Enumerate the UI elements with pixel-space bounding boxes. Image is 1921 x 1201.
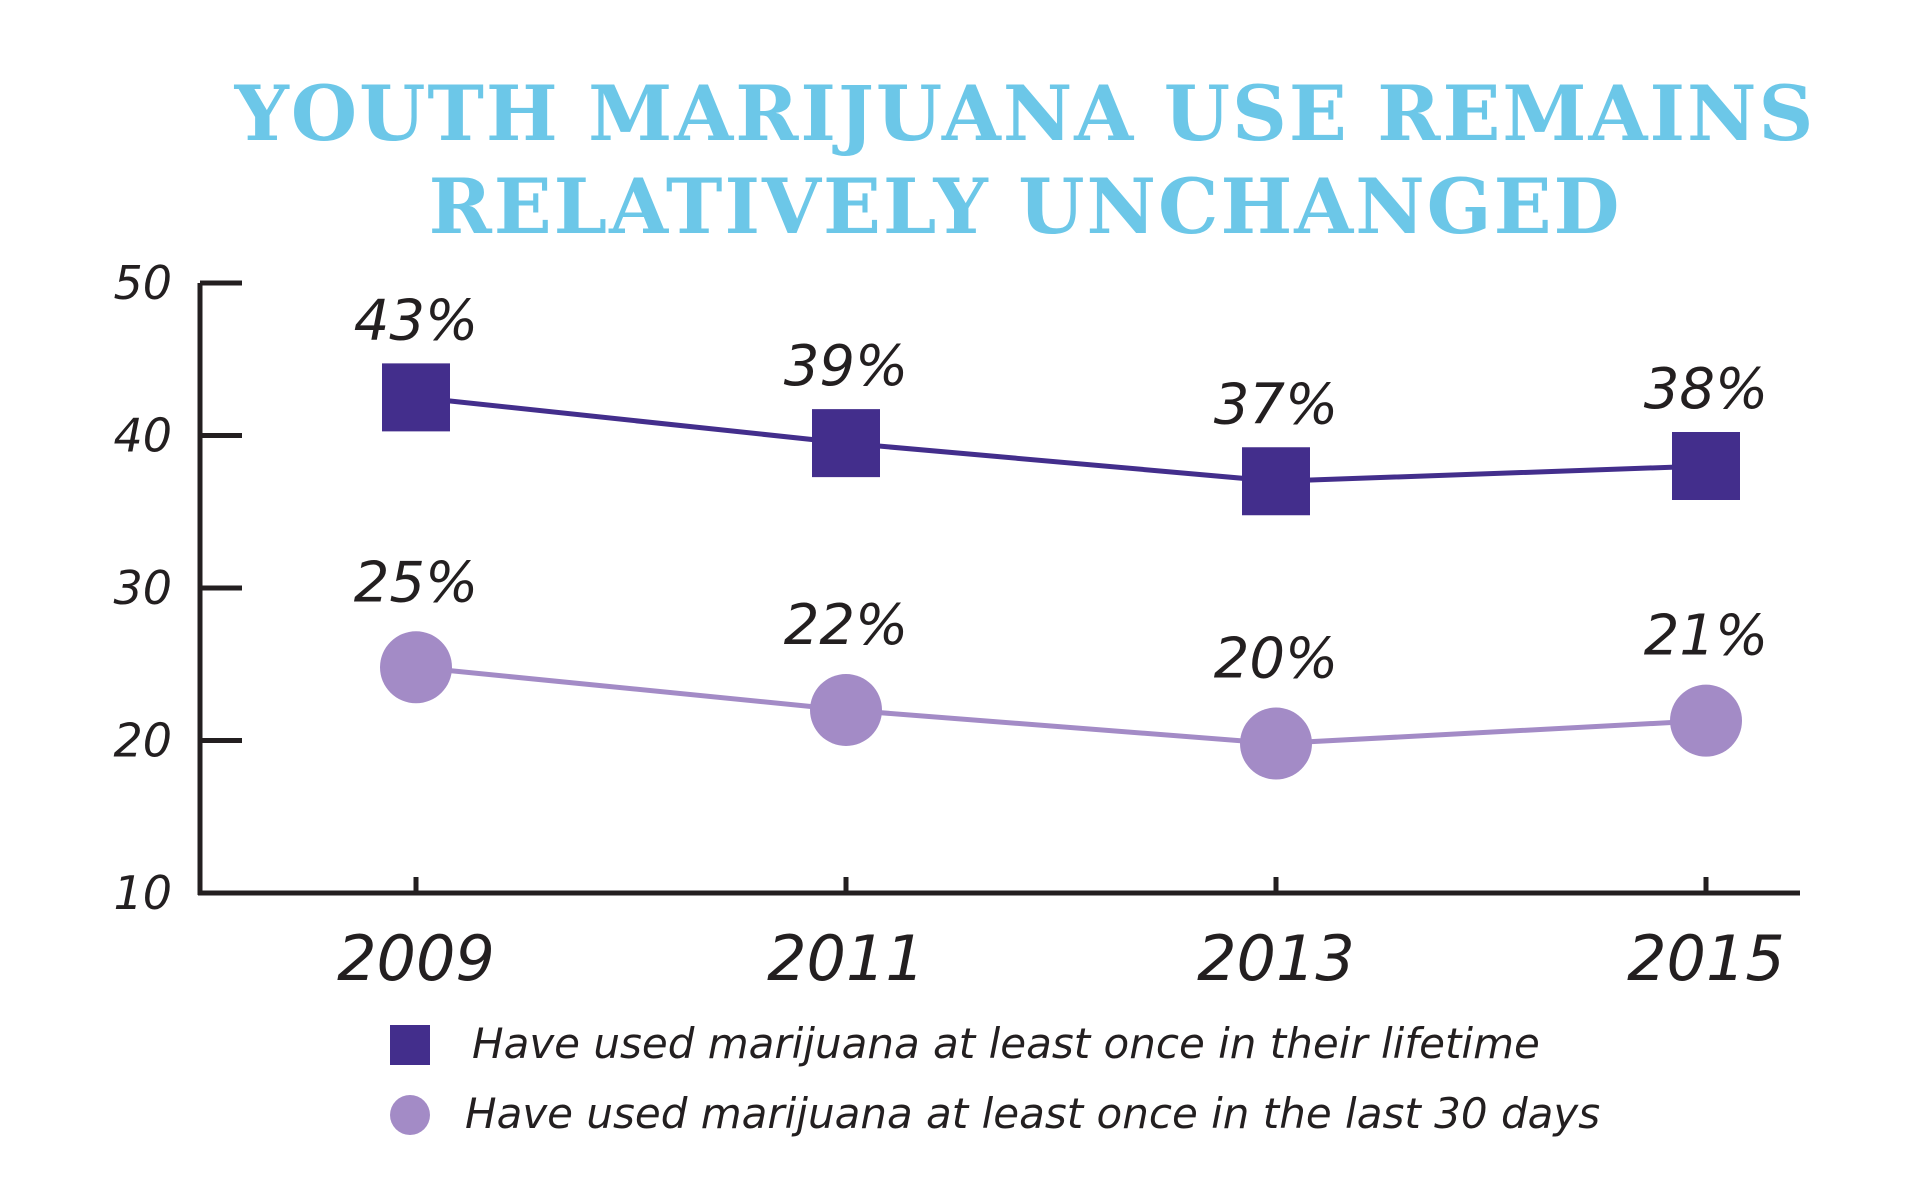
data-label: 22% [784,593,908,658]
y-axis-ticks: 10 20 30 40 50 [113,256,242,920]
data-label: 21% [1644,604,1768,669]
data-point-square [812,409,880,478]
series-line-2 [415,664,1707,747]
data-labels: 43% 39% 37% 38% 25% 22% 20% 21% [354,288,1768,691]
y-tick-label: 10 [113,866,172,920]
data-point-circle [380,631,452,704]
legend-circle-marker [390,1095,430,1135]
data-point-circle [810,674,882,746]
chart-title: YOUTH MARIJUANA USE REMAINS RELATIVELY U… [234,69,1816,251]
legend: Have used marijuana at least once in the… [390,1019,1600,1138]
data-point-circle [1670,684,1742,757]
y-tick-label: 20 [113,714,172,768]
data-point-square [1672,432,1740,500]
data-label: 37% [1214,372,1338,437]
legend-label-30-days: Have used marijuana at least once in the… [465,1089,1600,1138]
y-tick-label: 40 [113,409,172,463]
data-label: 43% [354,288,478,353]
data-point-circle [1240,707,1312,780]
series-line-1 [415,394,1707,484]
data-label: 39% [784,334,908,399]
x-tick-label: 2011 [767,922,925,995]
x-tick-label: 2013 [1197,922,1355,995]
series-layer [380,363,1742,780]
data-label: 38% [1644,357,1768,422]
legend-square-marker [390,1025,430,1065]
data-label: 25% [354,550,478,615]
chart-title-line-1: YOUTH MARIJUANA USE REMAINS [234,69,1816,158]
x-axis-ticks: 2009 2011 2013 2015 [337,877,1785,995]
data-label: 20% [1214,627,1338,692]
data-point-square [1242,447,1310,516]
y-tick-label: 30 [113,561,172,615]
x-tick-label: 2009 [337,922,495,995]
x-tick-label: 2015 [1627,922,1785,995]
y-tick-label: 50 [113,256,172,310]
data-point-square [382,363,450,432]
legend-label-lifetime: Have used marijuana at least once in the… [472,1019,1540,1068]
chart-title-line-2: RELATIVELY UNCHANGED [429,162,1622,251]
